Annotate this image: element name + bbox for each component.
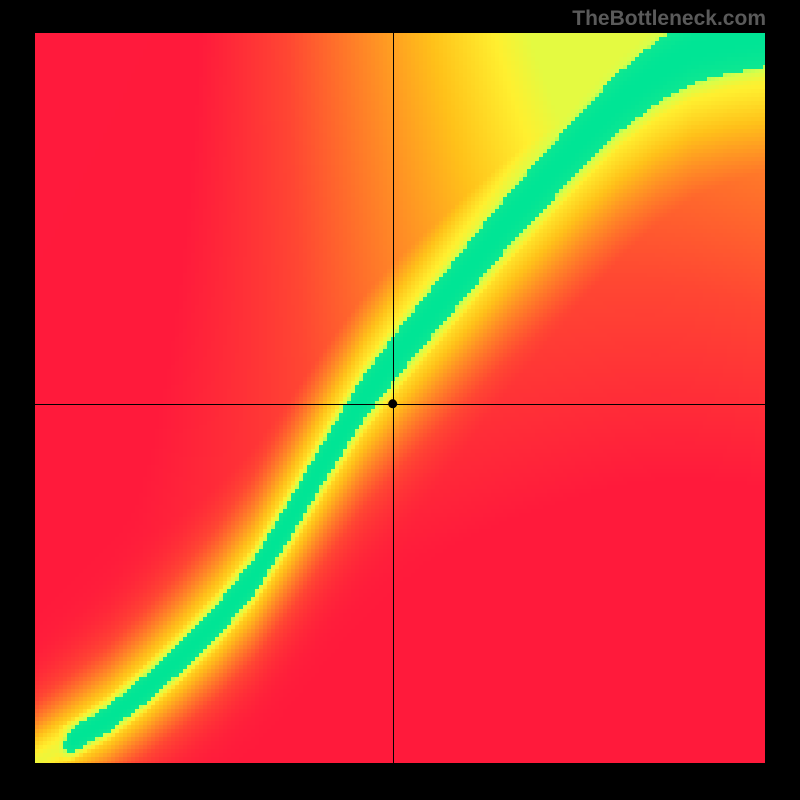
crosshair-overlay <box>35 33 765 763</box>
watermark-text: TheBottleneck.com <box>572 7 766 31</box>
chart-frame: { "type": "heatmap", "canvas": { "width"… <box>0 0 800 800</box>
